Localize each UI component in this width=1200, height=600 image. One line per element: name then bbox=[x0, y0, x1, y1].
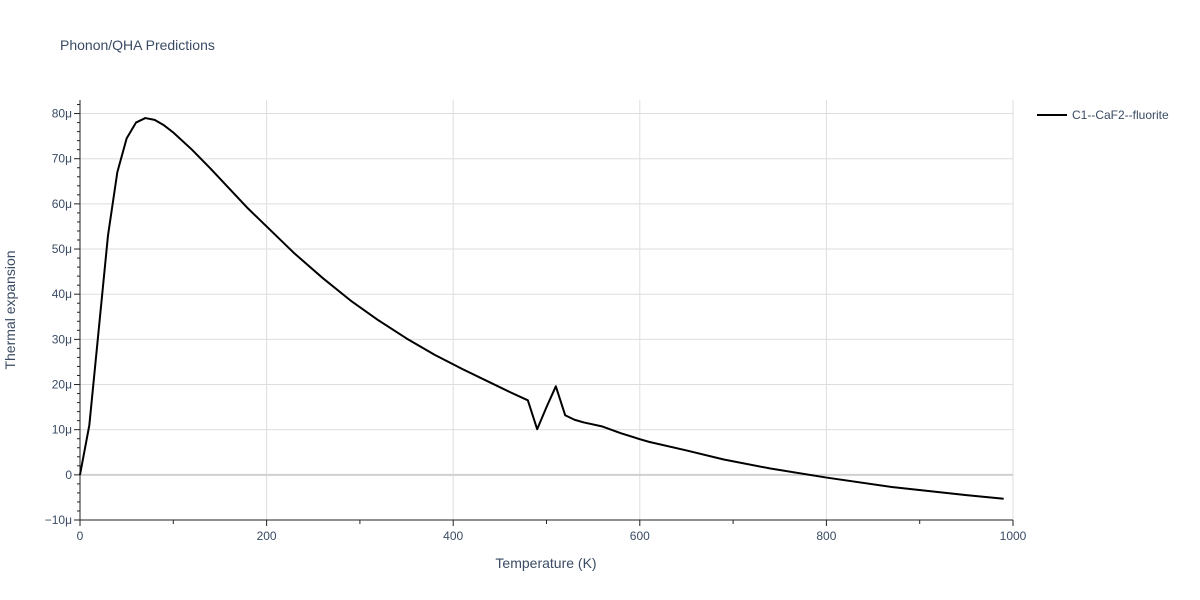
axis-layer: 0 200 400 600 800 1000 −10μ 0 10μ 20μ 30μ 40μ 50μ 60μ… bbox=[45, 100, 1027, 543]
series-layer bbox=[79, 117, 1004, 500]
chart-title: Phonon/QHA Predictions bbox=[60, 37, 215, 53]
y-tick-label: 20μ bbox=[52, 378, 72, 392]
x-tick-label: 200 bbox=[257, 529, 277, 543]
series-line bbox=[79, 117, 1004, 500]
y-tick-label: 30μ bbox=[52, 332, 72, 346]
y-tick-label: 70μ bbox=[52, 152, 72, 166]
y-tick-label: 50μ bbox=[52, 242, 72, 256]
x-tick-label: 1000 bbox=[1000, 529, 1027, 543]
x-tick-label: 400 bbox=[443, 529, 463, 543]
y-tick-label: −10μ bbox=[45, 513, 72, 527]
x-tick-label: 0 bbox=[77, 529, 84, 543]
x-tick-label: 600 bbox=[630, 529, 650, 543]
y-tick-label: 40μ bbox=[52, 287, 72, 301]
x-tick-label: 800 bbox=[816, 529, 836, 543]
y-tick-label: 60μ bbox=[52, 197, 72, 211]
y-axis-title: Thermal expansion bbox=[2, 250, 18, 369]
y-tick-label: 10μ bbox=[52, 423, 72, 437]
y-tick-label: 80μ bbox=[52, 107, 72, 121]
legend-label: C1--CaF2--fluorite bbox=[1072, 108, 1169, 122]
legend[interactable]: C1--CaF2--fluorite bbox=[1037, 108, 1169, 122]
grid-layer bbox=[80, 100, 1014, 521]
x-axis-title: Temperature (K) bbox=[495, 555, 596, 571]
y-tick-label: 0 bbox=[65, 468, 72, 482]
